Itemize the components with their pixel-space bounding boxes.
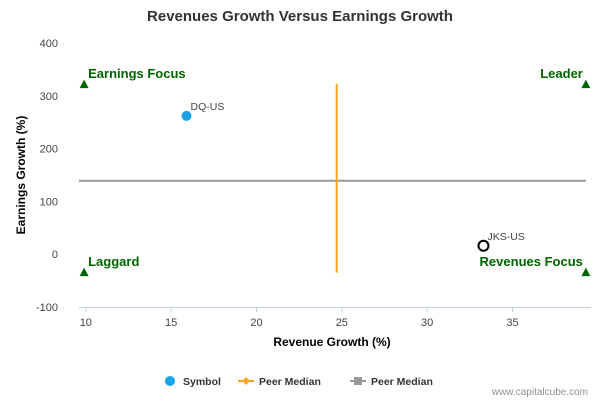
quadrant-revenues-focus-marker (581, 267, 591, 277)
x-tick-label: 10 (80, 317, 92, 329)
x-tick-label: 30 (421, 317, 433, 329)
data-point-label: DQ-US (191, 101, 225, 113)
quadrant-laggard-label: Laggard (88, 254, 139, 269)
y-tick-label: 0 (52, 249, 58, 261)
legend: Symbol Peer Median Peer Median (165, 376, 433, 388)
legend-symbol-marker (165, 376, 175, 386)
chart-title: Revenues Growth Versus Earnings Growth (147, 8, 453, 25)
y-tick-label: 400 (40, 38, 58, 50)
legend-item-label: Peer Median (259, 376, 321, 388)
legend-item-label: Peer Median (371, 376, 433, 388)
y-axis-label: Earnings Growth (%) (14, 116, 28, 235)
data-point (181, 110, 192, 121)
x-tick-label: 20 (250, 317, 262, 329)
x-tick-label: 35 (506, 317, 518, 329)
legend-item-label: Symbol (183, 376, 221, 388)
data-point-label: JKS-US (487, 231, 524, 243)
y-tick-label: -100 (36, 302, 58, 314)
credit-text: www.capitalcube.com (491, 387, 588, 398)
x-tick-label: 25 (336, 317, 348, 329)
quadrant-revenues-focus-label: Revenues Focus (480, 254, 583, 269)
data-point (477, 239, 490, 252)
y-tick-label: 100 (40, 196, 58, 208)
quadrant-leader-marker (581, 79, 591, 89)
legend-square-marker (354, 377, 362, 385)
quadrant-earnings-focus-label: Earnings Focus (88, 66, 186, 81)
plot-area: 10 15 20 25 30 35 -100 0 100 200 300 400 Earnings Fo… (36, 38, 591, 329)
quadrant-laggard-marker (79, 267, 89, 277)
x-axis-label: Revenue Growth (%) (273, 335, 390, 349)
quadrant-leader-label: Leader (540, 66, 583, 81)
quadrant-earnings-focus-marker (79, 79, 89, 89)
x-tick-label: 15 (165, 317, 177, 329)
y-tick-label: 300 (40, 91, 58, 103)
y-tick-label: 200 (40, 144, 58, 156)
legend-diamond-marker (242, 377, 250, 385)
